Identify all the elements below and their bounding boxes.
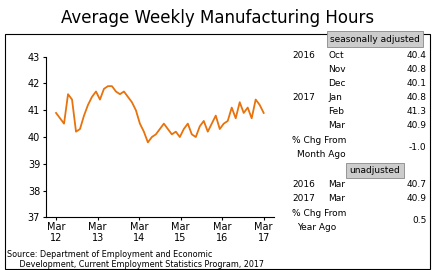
Text: 0.5: 0.5 [411, 217, 425, 225]
Text: 40.8: 40.8 [405, 65, 425, 74]
Text: Dec: Dec [328, 79, 345, 88]
Text: 2016: 2016 [292, 51, 315, 60]
Text: Average Weekly Manufacturing Hours: Average Weekly Manufacturing Hours [61, 9, 373, 28]
Text: Mar: Mar [328, 180, 345, 189]
Text: Year Ago: Year Ago [296, 224, 335, 232]
Text: Month Ago: Month Ago [296, 150, 345, 160]
Text: Feb: Feb [328, 107, 344, 116]
Text: 40.9: 40.9 [405, 194, 425, 203]
Text: unadjusted: unadjusted [349, 166, 399, 175]
Text: Mar: Mar [328, 194, 345, 203]
Text: 40.9: 40.9 [405, 121, 425, 130]
Text: 40.7: 40.7 [405, 180, 425, 189]
Text: 2017: 2017 [292, 194, 315, 203]
Text: 40.4: 40.4 [405, 51, 425, 60]
Text: Nov: Nov [328, 65, 345, 74]
Text: seasonally adjusted: seasonally adjusted [329, 35, 419, 44]
Text: Mar: Mar [328, 121, 345, 130]
Text: 40.8: 40.8 [405, 93, 425, 102]
Text: 2016: 2016 [292, 180, 315, 189]
Text: -1.0: -1.0 [408, 143, 425, 153]
Text: Oct: Oct [328, 51, 343, 60]
Text: Jan: Jan [328, 93, 342, 102]
Text: 2017: 2017 [292, 93, 315, 102]
Text: 40.1: 40.1 [405, 79, 425, 88]
Text: 41.3: 41.3 [405, 107, 425, 116]
Text: Source: Department of Employment and Economic
     Development, Current Employme: Source: Department of Employment and Eco… [7, 250, 263, 269]
Text: % Chg From: % Chg From [292, 136, 346, 146]
Text: % Chg From: % Chg From [292, 210, 346, 218]
